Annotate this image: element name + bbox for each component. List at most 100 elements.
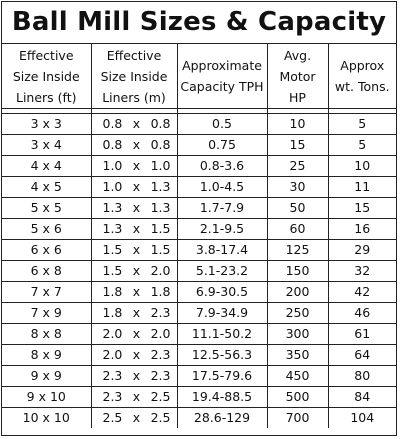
cell-capacity: 1.7-7.9 — [176, 197, 268, 219]
size-m-a: 1.5 — [102, 263, 123, 278]
cell-size-ft: 9 x 9 — [2, 365, 92, 387]
cell-motor-hp: 250 — [266, 302, 329, 324]
size-m-b: 2.5 — [150, 389, 171, 404]
cell-weight: 10 — [327, 155, 396, 177]
cell-size-ft: 7 x 7 — [2, 281, 92, 303]
size-m-x: x — [132, 347, 141, 362]
size-m-b: 2.3 — [150, 368, 171, 383]
cell-motor-hp: 500 — [266, 386, 329, 408]
size-m-x: x — [132, 410, 141, 425]
cell-capacity: 6.9-30.5 — [176, 281, 268, 303]
cell-size-m: 1.5 x 1.5 — [90, 239, 178, 261]
size-m-a: 0.8 — [102, 137, 123, 152]
table-row: 6 x 8 1.5 x 2.0 5.1-23.2 150 32 — [2, 260, 396, 282]
size-m-b: 2.0 — [150, 326, 171, 341]
size-m-b: 1.0 — [150, 158, 171, 173]
size-m-a: 1.3 — [102, 200, 123, 215]
cell-size-m: 1.8 x 2.3 — [90, 302, 178, 324]
cell-size-ft: 5 x 6 — [2, 218, 92, 240]
table-row: 5 x 6 1.3 x 1.5 2.1-9.5 60 16 — [2, 218, 396, 240]
cell-size-m: 1.3 x 1.3 — [90, 197, 178, 219]
header-weight: Approx wt. Tons. — [327, 44, 396, 109]
cell-motor-hp: 450 — [266, 365, 329, 387]
size-m-a: 0.8 — [102, 116, 123, 131]
size-m-x: x — [132, 284, 141, 299]
size-m-b: 2.3 — [150, 305, 171, 320]
size-m-x: x — [132, 116, 141, 131]
cell-motor-hp: 125 — [266, 239, 329, 261]
size-m-b: 2.3 — [150, 347, 171, 362]
cell-motor-hp: 25 — [266, 155, 329, 177]
size-m-a: 1.8 — [102, 305, 123, 320]
cell-weight: 46 — [327, 302, 396, 324]
cell-size-ft: 8 x 9 — [2, 344, 92, 366]
size-m-x: x — [132, 305, 141, 320]
cell-size-ft: 9 x 10 — [2, 386, 92, 408]
header-motor: Avg. Motor HP — [266, 44, 329, 109]
cell-capacity: 17.5-79.6 — [176, 365, 268, 387]
size-m-a: 2.5 — [102, 410, 123, 425]
size-m-b: 1.3 — [150, 179, 171, 194]
cell-size-ft: 4 x 5 — [2, 176, 92, 198]
cell-size-ft: 7 x 9 — [2, 302, 92, 324]
cell-size-m: 2.3 x 2.5 — [90, 386, 178, 408]
header-row: Effective Size Inside Liners (ft) Effect… — [2, 44, 396, 109]
size-m-a: 1.3 — [102, 221, 123, 236]
table-row: 8 x 8 2.0 x 2.0 11.1-50.2 300 61 — [2, 323, 396, 345]
cell-size-ft: 4 x 4 — [2, 155, 92, 177]
cell-size-ft: 8 x 8 — [2, 323, 92, 345]
size-m-a: 1.0 — [102, 179, 123, 194]
cell-weight: 64 — [327, 344, 396, 366]
cell-capacity: 12.5-56.3 — [176, 344, 268, 366]
cell-capacity: 7.9-34.9 — [176, 302, 268, 324]
cell-size-ft: 10 x 10 — [2, 407, 92, 428]
cell-motor-hp: 200 — [266, 281, 329, 303]
cell-capacity: 28.6-129 — [176, 407, 268, 428]
size-m-a: 2.3 — [102, 389, 123, 404]
cell-size-m: 0.8 x 0.8 — [90, 134, 178, 156]
cell-motor-hp: 15 — [266, 134, 329, 156]
cell-weight: 61 — [327, 323, 396, 345]
size-m-x: x — [132, 137, 141, 152]
cell-weight: 29 — [327, 239, 396, 261]
table-row: 9 x 9 2.3 x 2.3 17.5-79.6 450 80 — [2, 365, 396, 387]
size-m-b: 2.0 — [150, 263, 171, 278]
size-m-b: 2.5 — [150, 410, 171, 425]
cell-capacity: 5.1-23.2 — [176, 260, 268, 282]
size-m-b: 1.5 — [150, 242, 171, 257]
cell-motor-hp: 350 — [266, 344, 329, 366]
cell-weight: 16 — [327, 218, 396, 240]
size-m-x: x — [132, 179, 141, 194]
cell-size-ft: 5 x 5 — [2, 197, 92, 219]
table-row: 4 x 4 1.0 x 1.0 0.8-3.6 25 10 — [2, 155, 396, 177]
cell-motor-hp: 150 — [266, 260, 329, 282]
table-row: 7 x 9 1.8 x 2.3 7.9-34.9 250 46 — [2, 302, 396, 324]
cell-motor-hp: 60 — [266, 218, 329, 240]
table-row: 4 x 5 1.0 x 1.3 1.0-4.5 30 11 — [2, 176, 396, 198]
table-row: 6 x 6 1.5 x 1.5 3.8-17.4 125 29 — [2, 239, 396, 261]
cell-weight: 80 — [327, 365, 396, 387]
size-m-x: x — [132, 389, 141, 404]
size-m-x: x — [132, 200, 141, 215]
size-m-a: 2.3 — [102, 368, 123, 383]
size-m-b: 0.8 — [150, 137, 171, 152]
size-m-a: 1.8 — [102, 284, 123, 299]
size-m-a: 2.0 — [102, 347, 123, 362]
header-capacity: Approximate Capacity TPH — [176, 44, 268, 109]
table-row: 8 x 9 2.0 x 2.3 12.5-56.3 350 64 — [2, 344, 396, 366]
cell-capacity: 0.8-3.6 — [176, 155, 268, 177]
cell-size-m: 2.5 x 2.5 — [90, 407, 178, 428]
size-m-x: x — [132, 326, 141, 341]
cell-motor-hp: 700 — [266, 407, 329, 428]
cell-capacity: 3.8-17.4 — [176, 239, 268, 261]
header-size-m: Effective Size Inside Liners (m) — [90, 44, 178, 109]
cell-weight: 5 — [327, 134, 396, 156]
cell-size-m: 1.0 x 1.3 — [90, 176, 178, 198]
table-row: 3 x 3 0.8 x 0.8 0.5 10 5 — [2, 113, 396, 135]
cell-size-m: 2.3 x 2.3 — [90, 365, 178, 387]
cell-size-m: 0.8 x 0.8 — [90, 113, 178, 135]
size-m-a: 1.0 — [102, 158, 123, 173]
size-m-x: x — [132, 368, 141, 383]
cell-size-m: 1.3 x 1.5 — [90, 218, 178, 240]
cell-weight: 5 — [327, 113, 396, 135]
